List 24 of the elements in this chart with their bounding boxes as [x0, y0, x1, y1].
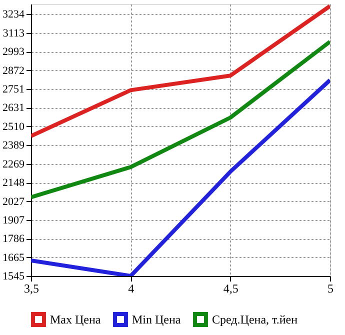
x-tick-label: 3,5	[24, 282, 39, 296]
y-tick-label: 2631	[2, 102, 24, 114]
legend-label: Max Цена	[50, 312, 102, 327]
line-series	[31, 4, 330, 138]
x-tick-label: 5	[328, 282, 334, 296]
y-tick-label: 1786	[2, 233, 25, 246]
line-series	[31, 40, 330, 200]
y-tick-label: 1907	[2, 214, 25, 226]
y-tick-label: 2269	[2, 158, 25, 170]
y-tick-label: 2027	[2, 196, 25, 208]
legend-label: Сред.Цена, т.йен	[212, 312, 298, 327]
y-tick-label: 2389	[2, 140, 25, 152]
x-tick-label: 4	[128, 282, 134, 296]
x-tick-label: 4,5	[223, 282, 238, 296]
legend-label: Min Цена	[132, 312, 182, 327]
y-tick-label: 2993	[2, 46, 25, 58]
y-tick-label: 3113	[2, 27, 25, 40]
y-tick-label: 2751	[2, 84, 24, 96]
y-tick-label: 2510	[2, 120, 25, 133]
y-tick-label: 3234	[2, 8, 25, 21]
y-tick-label: 1545	[2, 270, 25, 282]
y-tick-label: 2872	[2, 64, 24, 77]
y-tick-label: 2148	[2, 177, 25, 190]
y-tick-label: 1665	[2, 252, 25, 264]
